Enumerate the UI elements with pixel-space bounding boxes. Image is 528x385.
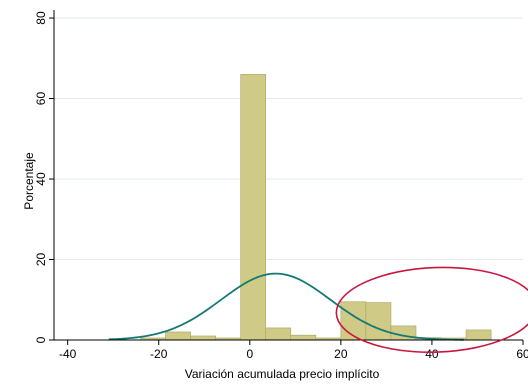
x-tick-label-5: 60 — [516, 347, 528, 361]
x-tick-label-1: -20 — [150, 347, 168, 361]
grid-lines — [54, 17, 523, 261]
y-tick-label-0: 0 — [34, 336, 48, 343]
x-tick-label-0: -40 — [59, 347, 77, 361]
x-tick-label-2: 0 — [246, 347, 253, 361]
x-tick-label-3: 20 — [334, 347, 348, 361]
normal-curve-group — [108, 272, 464, 341]
y-tick-label-4: 80 — [34, 11, 48, 25]
histogram-bar-6 — [290, 334, 317, 341]
histogram-bar-4 — [240, 74, 267, 341]
y-tick-label-2: 40 — [34, 172, 48, 186]
histogram-bar-2 — [190, 335, 216, 341]
highlight-ellipse — [335, 266, 528, 353]
x-tick-label-4: 40 — [425, 347, 439, 361]
y-tick-label-3: 60 — [34, 92, 48, 106]
normal-density-curve — [108, 272, 464, 341]
y-tick-label-1: 20 — [34, 253, 48, 267]
histogram-bar-1 — [165, 331, 191, 341]
histogram-bar-13 — [465, 329, 492, 341]
histogram-bar-5 — [265, 327, 292, 341]
x-axis-label: Variación acumulada precio implícito — [185, 367, 380, 381]
axes: -40 -20 0 20 40 60 0 20 40 60 80 — [34, 10, 528, 361]
histogram-bar-9 — [365, 302, 392, 341]
y-axis-label: Porcentaje — [22, 152, 36, 210]
annotation-group — [335, 266, 528, 353]
